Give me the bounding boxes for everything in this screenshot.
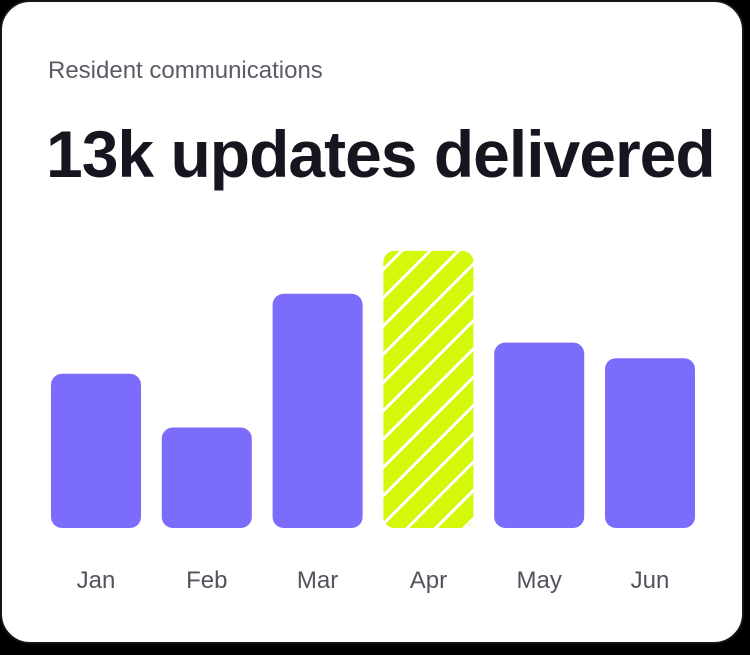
bar-mar xyxy=(272,293,363,528)
bars-group xyxy=(51,250,695,528)
stats-card: Resident communications 13k updates deli… xyxy=(0,0,744,644)
x-tick-label-apr: Apr xyxy=(410,567,447,594)
x-tick-label-may: May xyxy=(517,567,562,594)
bar-jun xyxy=(605,358,695,528)
card-headline: 13k updates delivered xyxy=(46,117,716,191)
x-tick-label-mar: Mar xyxy=(297,567,338,594)
card-subtitle: Resident communications xyxy=(48,57,323,84)
x-tick-label-jan: Jan xyxy=(77,567,116,594)
bar-may xyxy=(494,342,585,528)
x-tick-labels: Jan Feb Mar Apr May Jun xyxy=(77,567,670,594)
x-tick-label-feb: Feb xyxy=(186,567,227,594)
x-tick-label-jun: Jun xyxy=(631,567,670,594)
bar-apr xyxy=(383,250,474,528)
bar-jan xyxy=(51,373,141,528)
bar-feb xyxy=(161,427,252,528)
